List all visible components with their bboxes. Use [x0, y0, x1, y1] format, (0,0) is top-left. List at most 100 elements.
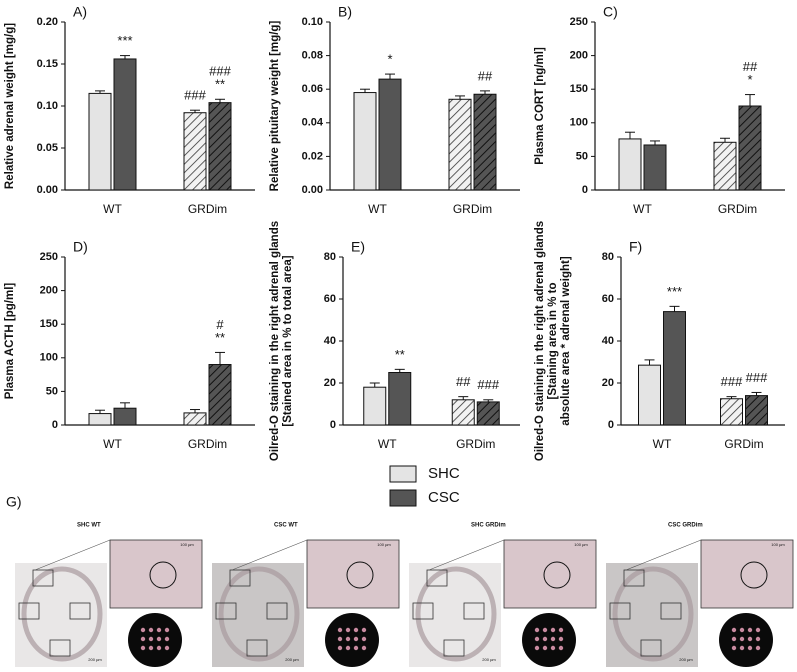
lipid-droplet [747, 636, 753, 642]
y-axis-label: Oilred-O staining in the right adrenal g… [534, 221, 546, 461]
inset-box [32, 569, 54, 587]
scale-bar-label: 200 µm [88, 657, 102, 662]
lipid-droplet [558, 636, 564, 642]
legend-swatch [389, 465, 417, 483]
x-tick-label: GRDim [188, 202, 227, 216]
thumbnail [409, 563, 501, 667]
x-tick-label: WT [103, 437, 122, 451]
scale-bar-label: 200 µm [482, 657, 496, 662]
y-axis-label: [Stained area in % to total area] [282, 255, 294, 426]
lipid-droplet [755, 645, 761, 651]
bar [88, 92, 112, 191]
lipid-droplet [550, 636, 556, 642]
y-tick-label: 80 [602, 251, 614, 263]
micrograph-panel: SHC GRDim 100 µm 200 µm [409, 523, 597, 667]
y-axis-label: Relative adrenal weight [mg/g] [4, 23, 16, 189]
y-tick-label: 0.04 [302, 117, 324, 129]
y-tick-label: 0.10 [37, 100, 58, 112]
zoom-view [719, 613, 773, 667]
y-tick-label: 50 [576, 150, 588, 162]
significance-mark: ## [456, 374, 471, 389]
lipid-droplet [361, 645, 367, 651]
x-tick-label: GRDim [188, 437, 227, 451]
bar [208, 364, 232, 426]
tissue [612, 566, 694, 662]
panel-label: G) [6, 494, 22, 510]
significance-mark: ### [477, 377, 499, 392]
lipid-droplet [558, 627, 564, 633]
bar [113, 58, 137, 191]
legend-swatch [389, 489, 417, 507]
bar [208, 102, 232, 191]
bar [353, 92, 377, 191]
lipid-droplet [361, 636, 367, 642]
significance-mark: ** [215, 77, 225, 92]
lipid-droplet [739, 627, 745, 633]
y-tick-label: 0.02 [302, 150, 323, 162]
y-tick-label: 100 [570, 117, 588, 129]
lipid-droplet [747, 645, 753, 651]
legend-label: SHC [428, 465, 460, 482]
connector [34, 539, 111, 571]
magnified-circle [740, 561, 768, 589]
magnified-view [503, 539, 597, 609]
x-tick-label: WT [368, 202, 387, 216]
scale-bar-label: 100 µm [180, 542, 194, 547]
magnified-view [306, 539, 400, 609]
lipid-droplet [353, 636, 359, 642]
y-tick-label: 0 [608, 419, 614, 431]
lipid-droplet [747, 627, 753, 633]
y-tick-label: 80 [324, 251, 336, 263]
inset-box [266, 602, 288, 620]
y-tick-label: 60 [602, 293, 614, 305]
lipid-droplet [731, 636, 737, 642]
panel-label: D) [73, 239, 88, 255]
bar [88, 413, 112, 426]
y-tick-label: 0.06 [302, 83, 323, 95]
lipid-droplet [345, 636, 351, 642]
x-tick-label: GRDim [456, 437, 495, 451]
panel-label: B) [338, 4, 352, 20]
micrograph-panel: CSC GRDim 100 µm 200 µm [606, 523, 794, 667]
legend-label: CSC [428, 489, 460, 506]
y-tick-label: 20 [602, 377, 614, 389]
lipid-droplet [739, 645, 745, 651]
bar [745, 395, 768, 426]
x-tick-label: WT [653, 437, 672, 451]
inset-box [229, 569, 251, 587]
significance-mark: # [216, 317, 224, 332]
significance-mark: *** [667, 284, 682, 299]
bar [713, 141, 737, 191]
lipid-droplet [550, 645, 556, 651]
y-tick-label: 40 [602, 335, 614, 347]
x-tick-label: GRDim [453, 202, 492, 216]
connector [625, 539, 702, 571]
significance-mark: ### [209, 64, 231, 79]
lipid-droplet [148, 636, 154, 642]
lipid-droplet [140, 645, 146, 651]
lipid-droplet [731, 627, 737, 633]
lipid-droplet [148, 645, 154, 651]
significance-mark: ** [395, 347, 405, 362]
lipid-droplet [550, 627, 556, 633]
lipid-droplet [558, 645, 564, 651]
y-tick-label: 0.00 [37, 184, 58, 196]
tissue [21, 566, 103, 662]
panel-title: CSC GRDim [668, 523, 703, 529]
bar [363, 386, 387, 426]
inset-box [426, 569, 448, 587]
y-tick-label: 150 [570, 83, 588, 95]
panel-title: SHC WT [77, 523, 101, 529]
y-tick-label: 0 [52, 419, 58, 431]
y-tick-label: 0.00 [302, 184, 323, 196]
magnified-circle [149, 561, 177, 589]
inset-box [463, 602, 485, 620]
significance-mark: ### [746, 370, 768, 385]
significance-mark: ## [478, 68, 493, 83]
y-tick-label: 0.05 [37, 142, 58, 154]
thumbnail [15, 563, 107, 667]
bar [643, 144, 667, 191]
lipid-droplet [542, 636, 548, 642]
lipid-droplet [337, 636, 343, 642]
x-tick-label: WT [633, 202, 652, 216]
